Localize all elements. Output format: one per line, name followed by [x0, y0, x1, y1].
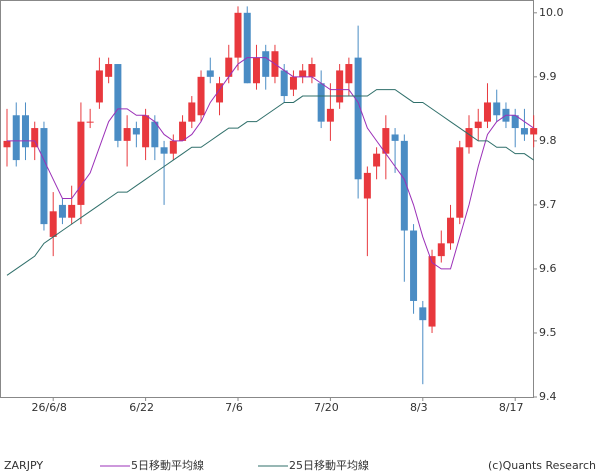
candle-body	[77, 121, 85, 205]
candle-body	[280, 70, 288, 97]
candle-body	[40, 128, 48, 225]
candle-body	[483, 102, 491, 122]
x-tick-label: 7/6	[225, 401, 243, 414]
candle-body	[142, 115, 150, 148]
candle-body	[382, 128, 390, 154]
x-tick-label: 7/20	[314, 401, 339, 414]
y-tick-label: 9.9	[539, 70, 557, 83]
legend-label: 5日移動平均線	[131, 458, 204, 472]
candle-body	[49, 211, 57, 237]
candle-body	[58, 204, 66, 218]
candle-body	[86, 121, 94, 123]
candle-body	[132, 128, 140, 135]
candle-body	[363, 172, 371, 199]
candle-body	[289, 76, 297, 90]
candle-body	[493, 102, 501, 116]
candle-body	[530, 128, 538, 135]
candle-body	[95, 70, 103, 103]
candle-body	[511, 115, 519, 129]
candle-body	[114, 64, 122, 141]
candle-body	[225, 57, 233, 77]
candle-body	[234, 12, 242, 58]
ma-line	[7, 57, 534, 270]
candle-body	[308, 64, 316, 77]
y-tick-label: 9.7	[539, 198, 557, 211]
x-tick-label: 8/17	[499, 401, 524, 414]
candle-body	[520, 128, 528, 135]
x-tick-label: 8/3	[410, 401, 428, 414]
candle-body	[299, 70, 307, 77]
candle-body	[252, 57, 260, 84]
candle-body	[456, 147, 464, 218]
candle-body	[326, 108, 334, 122]
candle-body	[21, 115, 29, 148]
candle-body	[428, 256, 436, 327]
ma-line	[6, 89, 534, 276]
candle-body	[3, 140, 11, 148]
candle-body	[410, 230, 418, 301]
candle-body	[437, 243, 445, 257]
candle-body	[197, 76, 205, 116]
candle-body	[123, 128, 131, 141]
y-tick-label: 9.6	[539, 262, 557, 275]
candle-body	[206, 70, 214, 77]
candle-body	[354, 57, 362, 180]
candle-body	[12, 115, 20, 161]
candle-body	[262, 51, 270, 77]
plot-frame	[0, 0, 534, 398]
candle-body	[179, 121, 187, 141]
candle-body	[400, 140, 408, 231]
candle-body	[31, 128, 39, 148]
candle-body	[336, 70, 344, 103]
y-tick-label: 9.4	[539, 390, 557, 403]
candle-body	[447, 217, 455, 244]
candle-body	[345, 64, 353, 84]
legend-label: 25日移動平均線	[289, 458, 369, 472]
candle-body	[373, 153, 381, 167]
chart-title: ZARJPY	[4, 459, 43, 472]
candle-body	[317, 83, 325, 122]
y-tick-label: 9.5	[539, 326, 557, 339]
y-tick-label: 10.0	[539, 6, 564, 19]
candle-body	[160, 147, 168, 154]
x-tick-label: 26/6/8	[31, 401, 66, 414]
candle-body	[243, 12, 251, 84]
candle-body	[391, 134, 399, 141]
candle-body	[68, 204, 76, 218]
candle-body	[188, 102, 196, 122]
credit: (c)Quants Research	[488, 459, 596, 472]
candle-body	[151, 121, 159, 148]
candle-body	[216, 83, 224, 103]
candle-body	[474, 121, 482, 129]
candle-body	[419, 307, 427, 321]
candle-body	[465, 128, 473, 148]
y-tick-label: 9.8	[539, 134, 557, 147]
candle-body	[105, 64, 113, 77]
candle-body	[169, 140, 177, 154]
x-tick-label: 6/22	[129, 401, 154, 414]
